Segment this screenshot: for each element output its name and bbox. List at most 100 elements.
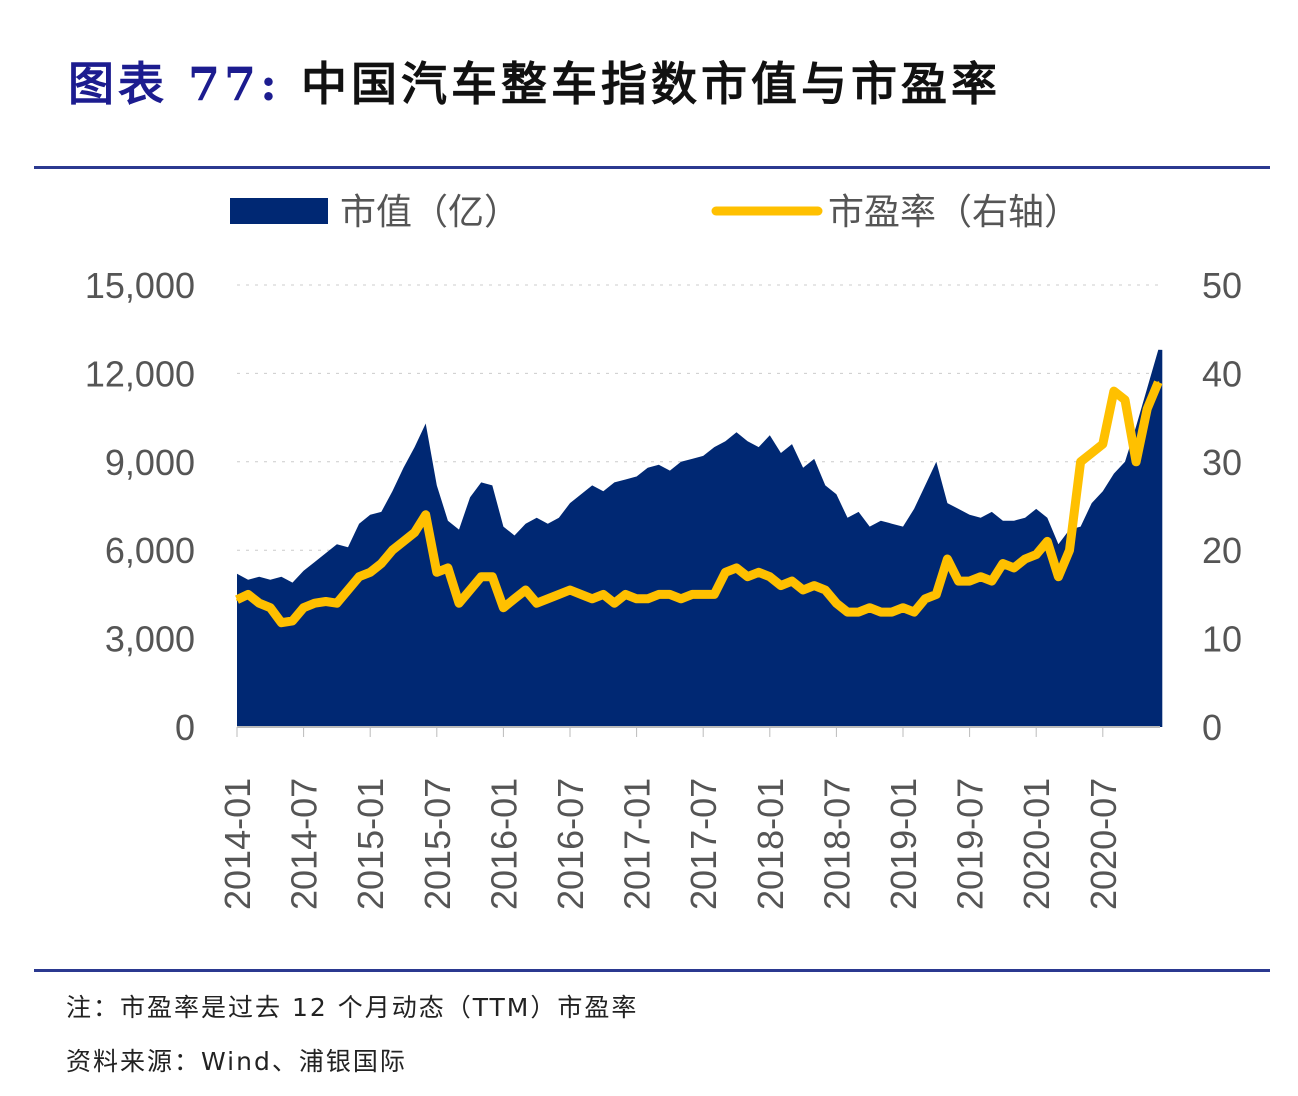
pe-point bbox=[1001, 562, 1004, 565]
pe-point bbox=[302, 606, 305, 609]
pe-point bbox=[458, 602, 460, 605]
pe-point bbox=[358, 575, 361, 578]
pe-point bbox=[802, 588, 805, 591]
x-tick-label: 2016-01 bbox=[483, 778, 524, 910]
x-tick-label: 2015-07 bbox=[417, 778, 458, 910]
pe-point bbox=[757, 571, 760, 574]
pe-point bbox=[613, 602, 616, 605]
pe-point bbox=[835, 602, 838, 605]
pe-point bbox=[347, 588, 349, 591]
pe-point bbox=[624, 593, 627, 596]
pe-point bbox=[402, 540, 405, 543]
pe-point bbox=[646, 597, 649, 600]
pe-point bbox=[369, 571, 372, 574]
x-tick-label: 2019-07 bbox=[950, 778, 991, 910]
pe-point bbox=[236, 598, 238, 601]
pe-point bbox=[1090, 451, 1093, 454]
right-tick-label: 10 bbox=[1202, 619, 1242, 660]
x-tick-label: 2016-07 bbox=[550, 778, 591, 910]
market-cap-area bbox=[237, 349, 1163, 727]
pe-point bbox=[1079, 460, 1082, 463]
left-tick-label: 3,000 bbox=[105, 619, 195, 660]
pe-point bbox=[513, 597, 516, 600]
pe-point bbox=[924, 597, 927, 600]
pe-point bbox=[291, 619, 294, 622]
pe-point bbox=[1146, 407, 1149, 410]
pe-point bbox=[258, 602, 261, 605]
pe-point bbox=[391, 549, 394, 552]
pe-point bbox=[913, 611, 916, 614]
pe-point bbox=[668, 593, 671, 596]
pe-point bbox=[680, 597, 682, 600]
x-tick-label: 2020-07 bbox=[1083, 778, 1124, 910]
pe-point bbox=[413, 531, 416, 534]
x-tick-label: 2015-01 bbox=[350, 778, 391, 910]
right-tick-label: 20 bbox=[1202, 530, 1242, 571]
pe-point bbox=[879, 611, 882, 614]
source-note: 资料来源：Wind、浦银国际 bbox=[66, 1047, 407, 1076]
pe-point bbox=[791, 580, 793, 583]
pe-point bbox=[846, 611, 849, 614]
pe-point bbox=[1157, 381, 1160, 384]
right-tick-label: 0 bbox=[1202, 707, 1222, 748]
figure-label: 图表 77: bbox=[68, 57, 282, 111]
pe-point bbox=[935, 593, 938, 596]
bottom-divider bbox=[34, 969, 1270, 972]
pe-point bbox=[1101, 443, 1104, 446]
pe-point bbox=[1046, 540, 1049, 543]
pe-point bbox=[657, 593, 660, 596]
pe-point bbox=[557, 593, 560, 596]
pe-point bbox=[269, 606, 272, 609]
pe-point bbox=[480, 575, 483, 578]
pe-point bbox=[946, 558, 949, 561]
pe-point bbox=[979, 575, 982, 578]
pe-point bbox=[1112, 390, 1115, 393]
pe-point bbox=[824, 588, 827, 591]
pe-point bbox=[591, 597, 594, 600]
x-tick-label: 2020-01 bbox=[1016, 778, 1057, 910]
pe-point bbox=[580, 593, 583, 596]
pe-point bbox=[469, 588, 472, 591]
pe-point bbox=[535, 602, 538, 605]
pe-point bbox=[1024, 558, 1027, 561]
x-tick-label: 2014-01 bbox=[217, 778, 258, 910]
pe-point bbox=[569, 588, 571, 591]
figure-title: 中国汽车整车指数市值与市盈率 bbox=[301, 57, 1002, 111]
pe-point bbox=[1068, 549, 1071, 552]
pe-point bbox=[313, 602, 316, 605]
pe-point bbox=[335, 602, 338, 605]
pe-point bbox=[779, 584, 782, 587]
pe-point bbox=[702, 593, 705, 596]
x-tick-label: 2014-07 bbox=[284, 778, 325, 910]
pe-point bbox=[524, 588, 527, 591]
pe-point bbox=[768, 575, 771, 578]
left-tick-label: 15,000 bbox=[85, 265, 195, 306]
pe-point bbox=[424, 513, 427, 516]
chart-title: 图表 77: 中国汽车整车指数市值与市盈率 bbox=[68, 48, 1001, 114]
pe-point bbox=[902, 606, 904, 609]
x-tick-label: 2018-07 bbox=[816, 778, 857, 910]
pe-line bbox=[235, 380, 1163, 628]
pe-point bbox=[746, 575, 749, 578]
pe-point bbox=[1135, 460, 1138, 463]
pe-point bbox=[602, 593, 605, 596]
legend-pe: 市盈率（右轴） bbox=[828, 192, 1080, 233]
legend-market-cap: 市值（亿） bbox=[340, 192, 520, 233]
pe-point bbox=[890, 611, 893, 614]
legend-area-swatch bbox=[230, 198, 328, 224]
left-tick-label: 6,000 bbox=[105, 530, 195, 571]
right-tick-label: 30 bbox=[1202, 442, 1242, 483]
right-tick-label: 50 bbox=[1202, 265, 1242, 306]
x-tick-label: 2018-01 bbox=[750, 778, 791, 910]
pe-point bbox=[1035, 553, 1038, 556]
pe-point bbox=[713, 593, 716, 596]
pe-point bbox=[446, 566, 449, 569]
x-tick-label: 2017-07 bbox=[683, 778, 724, 910]
pe-point bbox=[491, 575, 494, 578]
pe-point bbox=[324, 600, 327, 603]
x-tick-label: 2017-01 bbox=[617, 778, 658, 910]
pe-point bbox=[247, 593, 250, 596]
footnote: 注：市盈率是过去 12 个月动态（TTM）市盈率 bbox=[66, 993, 639, 1022]
pe-point bbox=[957, 580, 960, 583]
